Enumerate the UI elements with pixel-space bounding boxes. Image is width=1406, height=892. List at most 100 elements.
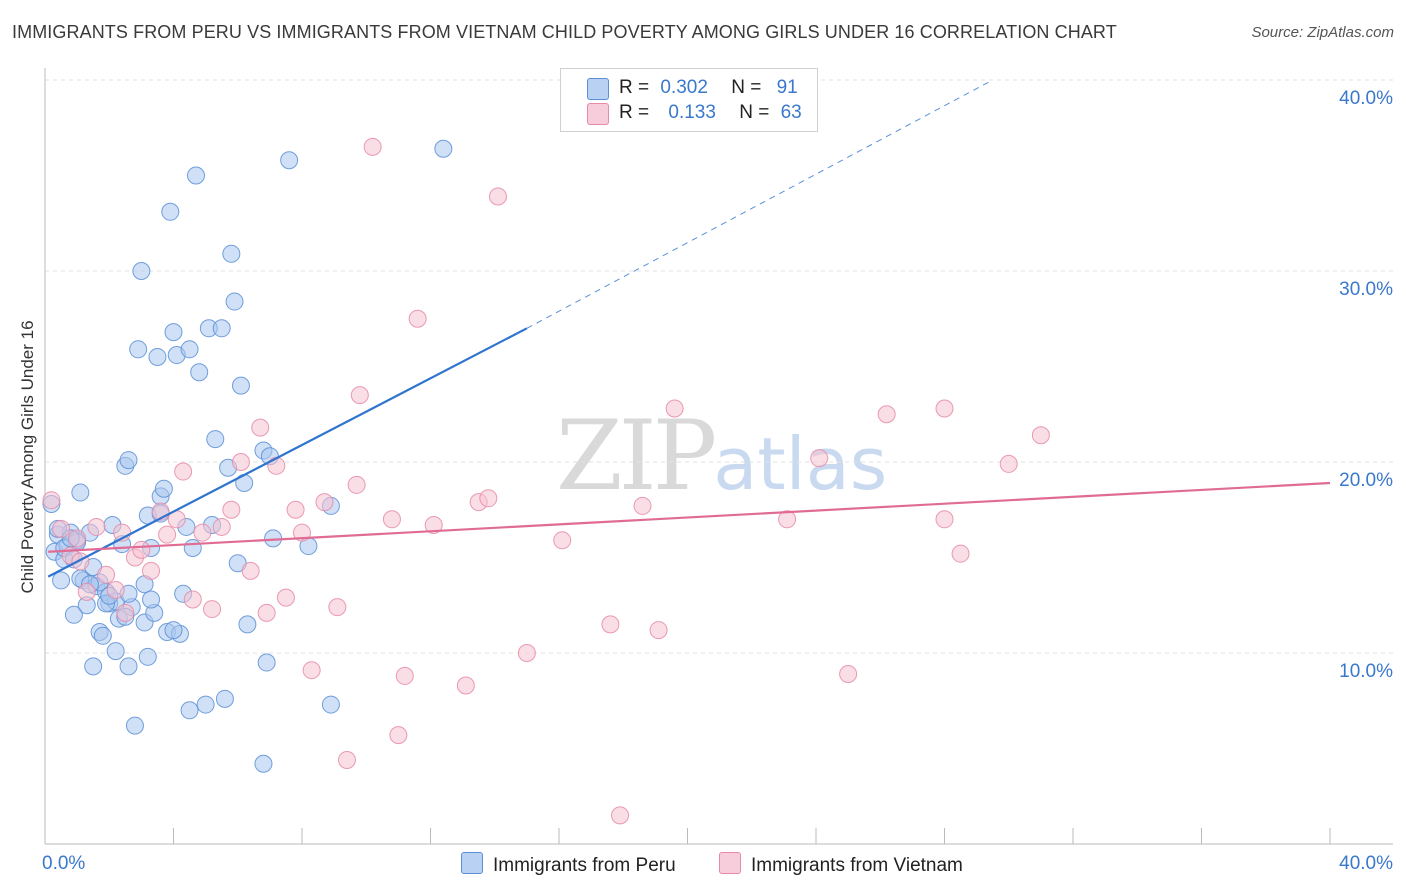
watermark: ZIPatlas [556,400,887,512]
peru-point-35 [154,479,173,498]
peru-point-68 [434,139,453,158]
vietnam-point-56 [935,399,954,418]
vietnam-n-label: N = [739,102,770,123]
vietnam-point-52 [778,510,797,529]
peru-point-51 [212,319,231,338]
axes [44,68,1393,845]
peru-point-30 [138,647,157,666]
peru-point-43 [180,340,199,359]
vietnam-point-13 [158,525,177,544]
peru-point-50 [206,430,225,449]
peru-point-64 [280,151,299,170]
peru-point-28 [132,262,151,280]
peru-swatch [587,78,609,100]
y-tick-label-0: 10.0% [1339,661,1393,682]
peru-point-33 [148,347,167,366]
vietnam-point-37 [389,726,408,745]
chart-title: IMMIGRANTS FROM PERU VS IMMIGRANTS FROM … [12,22,1117,42]
y-tick-label-3: 40.0% [1339,88,1393,109]
peru-point-90 [142,590,161,609]
vietnam-point-35 [363,137,382,156]
vietnam-point-51 [665,399,684,418]
bottom-vietnam-label: Immigrants from Vietnam [751,855,963,876]
vietnam-point-6 [97,565,116,584]
peru-point-59 [238,615,257,634]
vietnam-point-29 [302,661,321,680]
tick-labels: 10.0% 20.0% 30.0% 40.0% 0.0% 40.0% [42,88,1393,874]
vietnam-point-23 [251,418,270,437]
vietnam-trend-line [48,481,1331,553]
peru-point-44 [183,538,202,557]
vietnam-point-30 [315,493,334,512]
peru-n-label: N = [731,77,762,98]
vietnam-point-55 [877,405,896,424]
trend-lines [47,79,1331,578]
peru-point-45 [186,166,205,185]
peru-point-55 [225,292,244,311]
bottom-vietnam-swatch [719,852,741,874]
vietnam-point-0 [42,491,61,510]
peru-point-47 [196,695,215,714]
peru-n-value: 91 [776,77,798,98]
peru-point-54 [222,244,241,263]
correlation-legend: R = 0.302 N = 91 R = 0.133 N = 63 [560,68,818,132]
x-tick-label-0: 0.0% [42,853,85,874]
peru-point-46 [190,363,209,382]
vietnam-point-18 [203,600,222,619]
vietnam-point-39 [408,309,427,328]
vietnam-point-11 [142,561,161,580]
vietnam-point-49 [633,496,652,515]
watermark-zip: ZIP [556,400,717,512]
vietnam-point-59 [999,454,1018,473]
vietnam-point-15 [174,462,193,481]
source-label: Source: ZipAtlas.com [1251,24,1394,41]
y-tick-label-2: 30.0% [1339,279,1393,300]
peru-point-7 [64,605,83,624]
vietnam-point-20 [222,500,241,519]
vietnam-point-45 [517,644,536,662]
peru-point-16 [93,626,112,645]
vietnam-point-16 [183,590,202,609]
vietnam-n-value: 63 [780,102,802,123]
peru-point-57 [231,376,250,395]
vietnam-point-1 [52,519,71,538]
x-tick-label-1: 40.0% [1339,853,1393,874]
vietnam-point-36 [382,510,401,529]
vietnam-r-value: 0.133 [668,102,716,123]
vietnam-point-32 [337,750,356,769]
vietnam-point-3 [68,529,87,548]
vietnam-point-22 [241,561,260,580]
series-vietnam-points [42,137,1050,825]
peru-point-69 [254,754,273,773]
peru-point-71 [84,657,103,676]
vietnam-point-24 [257,603,276,622]
vietnam-point-43 [479,489,498,508]
peru-r-value: 0.302 [660,77,708,98]
vietnam-point-27 [286,500,305,519]
peru-point-24 [119,451,138,470]
bottom-legend-vietnam: Immigrants from Vietnam [719,852,963,877]
vietnam-point-44 [488,187,507,206]
peru-r-label: R = [619,77,650,98]
vietnam-point-7 [106,580,125,599]
vietnam-point-17 [193,523,212,542]
vietnam-point-60 [1031,426,1050,445]
vietnam-point-50 [649,621,668,640]
vietnam-point-8 [116,603,135,622]
peru-trend-line [47,327,528,578]
bottom-peru-label: Immigrants from Peru [493,855,676,876]
vietnam-point-41 [456,676,475,695]
vietnam-point-33 [347,475,366,494]
peru-point-38 [164,323,183,342]
bottom-peru-swatch [461,852,483,874]
vietnam-point-34 [350,386,369,405]
vietnam-point-4 [77,582,96,601]
watermark-atlas: atlas [713,422,888,506]
peru-point-67 [321,695,340,714]
vietnam-point-62 [71,552,90,571]
vietnam-point-25 [267,456,286,475]
peru-point-75 [119,657,138,676]
vietnam-point-58 [951,544,970,563]
peru-point-20 [106,642,125,661]
